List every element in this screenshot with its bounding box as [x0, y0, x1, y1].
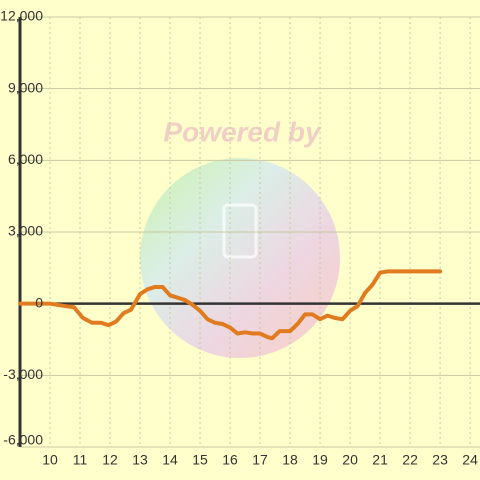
x-tick-label: 22: [402, 452, 418, 468]
y-tick-label: -6,000: [3, 432, 43, 448]
marks: [18, 269, 443, 341]
x-tick-label: 21: [372, 452, 388, 468]
grid: [18, 16, 480, 448]
labels: -6,000 -3,000 0 3,000 6,000 9,000 12,000 10 11 12…: [0, 8, 478, 468]
x-tick-label: 11: [73, 452, 88, 468]
x-tick-label: 19: [312, 452, 328, 468]
x-tick-label: 23: [432, 452, 448, 468]
y-tick-label: 6,000: [8, 151, 43, 167]
x-tick-label: 16: [222, 452, 238, 468]
data-line: [18, 269, 443, 341]
x-tick-label: 20: [342, 452, 358, 468]
y-tick-label: -3,000: [3, 366, 43, 382]
x-tick-label: 24: [462, 452, 478, 468]
x-tick-label: 13: [132, 452, 148, 468]
y-tick-label: 3,000: [8, 223, 43, 239]
x-tick-label: 17: [252, 452, 268, 468]
y-tick-label: 0: [35, 294, 43, 310]
x-tick-label: 15: [192, 452, 208, 468]
y-tick-label: 9,000: [8, 79, 43, 95]
x-tick-label: 10: [42, 452, 58, 468]
watermark-icon: [222, 203, 258, 259]
x-tick-label: 12: [102, 452, 118, 468]
y-tick-label: 12,000: [0, 8, 43, 24]
x-tick-label: 18: [282, 452, 298, 468]
watermark-text: Powered by: [163, 116, 322, 147]
x-tick-label: 14: [162, 452, 178, 468]
